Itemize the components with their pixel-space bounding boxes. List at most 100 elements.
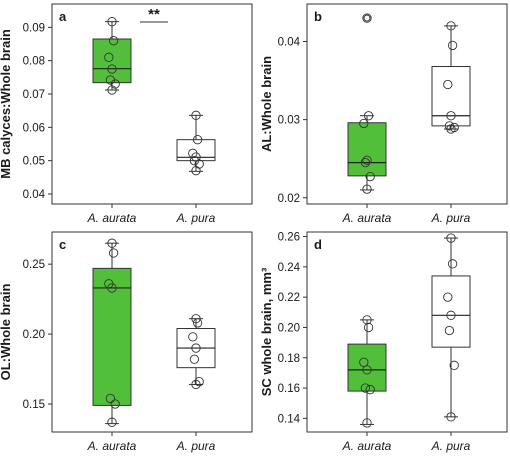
data-point <box>107 85 117 95</box>
data-point <box>110 399 120 409</box>
data-point <box>362 155 372 165</box>
y-axis-title: SC whole brain, mm³ <box>259 267 274 396</box>
data-point <box>365 384 375 395</box>
data-point <box>363 322 374 333</box>
data-point <box>359 357 369 367</box>
data-point <box>107 64 117 74</box>
data-point <box>191 314 201 324</box>
y-tick-label: 0.25 <box>23 259 45 271</box>
data-point <box>104 52 114 62</box>
data-point <box>189 354 200 364</box>
panel-c: 0.15 0.20 0.25 A. aurata A. pura c OL:Whole br… <box>0 231 253 453</box>
panel-d: 0.14 0.16 0.18 0.20 0.22 0.24 0.26 A. aurata A. … <box>259 231 508 453</box>
data-point <box>191 343 201 353</box>
data-point <box>446 124 456 134</box>
data-point <box>446 111 456 121</box>
y-tick-label: 0.07 <box>23 89 45 101</box>
significance-marker: ** <box>148 6 160 23</box>
y-tick-label: 0.02 <box>278 193 300 205</box>
y-tick-label: 0.20 <box>278 322 300 334</box>
y-tick-label: 0.14 <box>278 413 301 425</box>
y-tick-label: 0.26 <box>278 232 300 244</box>
data-point <box>360 383 371 393</box>
y-tick-label: 0.20 <box>23 329 45 341</box>
y-axis-title: AL:Whole brain <box>259 56 274 152</box>
data-point <box>447 259 458 269</box>
box-iqr <box>92 38 132 84</box>
data-point <box>192 318 203 328</box>
box-iqr <box>431 66 471 127</box>
panel-label: a <box>59 9 67 24</box>
y-tick-label: 0.18 <box>278 353 300 365</box>
panel-label: d <box>314 237 322 252</box>
box-aurata <box>347 315 387 428</box>
data-point <box>189 156 200 166</box>
box-iqr <box>347 343 387 392</box>
data-point <box>363 111 374 121</box>
data-point <box>191 166 201 176</box>
data-point <box>107 17 117 27</box>
y-tick-label: 0.15 <box>23 399 45 411</box>
panel-b: 0.02 0.03 0.04 A. aurata A. pura b AL:Whole br… <box>259 3 508 225</box>
box-pura <box>176 314 216 390</box>
panel-label: b <box>314 9 322 24</box>
data-point <box>188 148 198 158</box>
data-point <box>365 172 375 182</box>
data-point <box>362 13 372 23</box>
plot-frame <box>51 231 253 433</box>
y-tick-label: 0.24 <box>278 262 301 274</box>
y-axis-title: OL:Whole brain <box>0 284 13 381</box>
data-point <box>446 21 456 31</box>
box-aurata <box>347 13 387 194</box>
data-point <box>110 79 120 89</box>
y-tick-label: 0.09 <box>23 22 45 34</box>
x-tick-label: A. aurata <box>87 439 137 453</box>
data-point <box>362 365 372 375</box>
data-point <box>443 79 453 90</box>
outlier-point <box>363 14 371 22</box>
data-point <box>447 40 458 51</box>
data-point <box>362 315 372 325</box>
data-point <box>191 379 201 390</box>
y-tick-label: 0.03 <box>278 115 300 127</box>
data-point <box>105 393 116 404</box>
plot-frame <box>51 3 253 205</box>
x-tick-label: A. pura <box>431 211 471 225</box>
x-tick-label: A. pura <box>176 439 216 453</box>
panel-label: c <box>59 237 66 252</box>
y-tick-label: 0.08 <box>23 56 45 68</box>
data-point <box>107 283 117 293</box>
data-point <box>108 36 119 46</box>
data-point <box>362 418 372 428</box>
x-tick-label: A. aurata <box>87 211 137 225</box>
data-point <box>359 118 369 129</box>
y-tick-label: 0.22 <box>278 292 300 304</box>
x-tick-label: A. pura <box>431 439 471 453</box>
box-aurata <box>92 17 132 95</box>
x-tick-label: A. pura <box>176 211 216 225</box>
data-point <box>107 417 117 427</box>
data-point <box>188 332 198 342</box>
y-tick-label: 0.04 <box>23 189 46 201</box>
box-aurata <box>92 238 132 427</box>
box-iqr <box>92 267 132 406</box>
x-tick-label: A. aurata <box>342 211 392 225</box>
box-pura <box>431 21 471 134</box>
data-point <box>449 360 459 370</box>
data-point <box>107 238 117 248</box>
data-point <box>108 248 119 258</box>
y-tick-label: 0.16 <box>278 383 300 395</box>
plot-frame <box>306 231 508 433</box>
y-tick-label: 0.06 <box>23 122 45 134</box>
data-point <box>191 110 201 120</box>
data-point <box>360 157 371 168</box>
data-point <box>446 310 456 320</box>
box-pura <box>431 233 471 422</box>
x-tick-label: A. aurata <box>342 439 392 453</box>
data-point <box>446 412 456 422</box>
data-point <box>444 325 455 336</box>
data-point <box>362 184 372 194</box>
plot-frame <box>306 3 508 205</box>
y-axis-title: MB calyces:Whole brain <box>0 29 13 179</box>
